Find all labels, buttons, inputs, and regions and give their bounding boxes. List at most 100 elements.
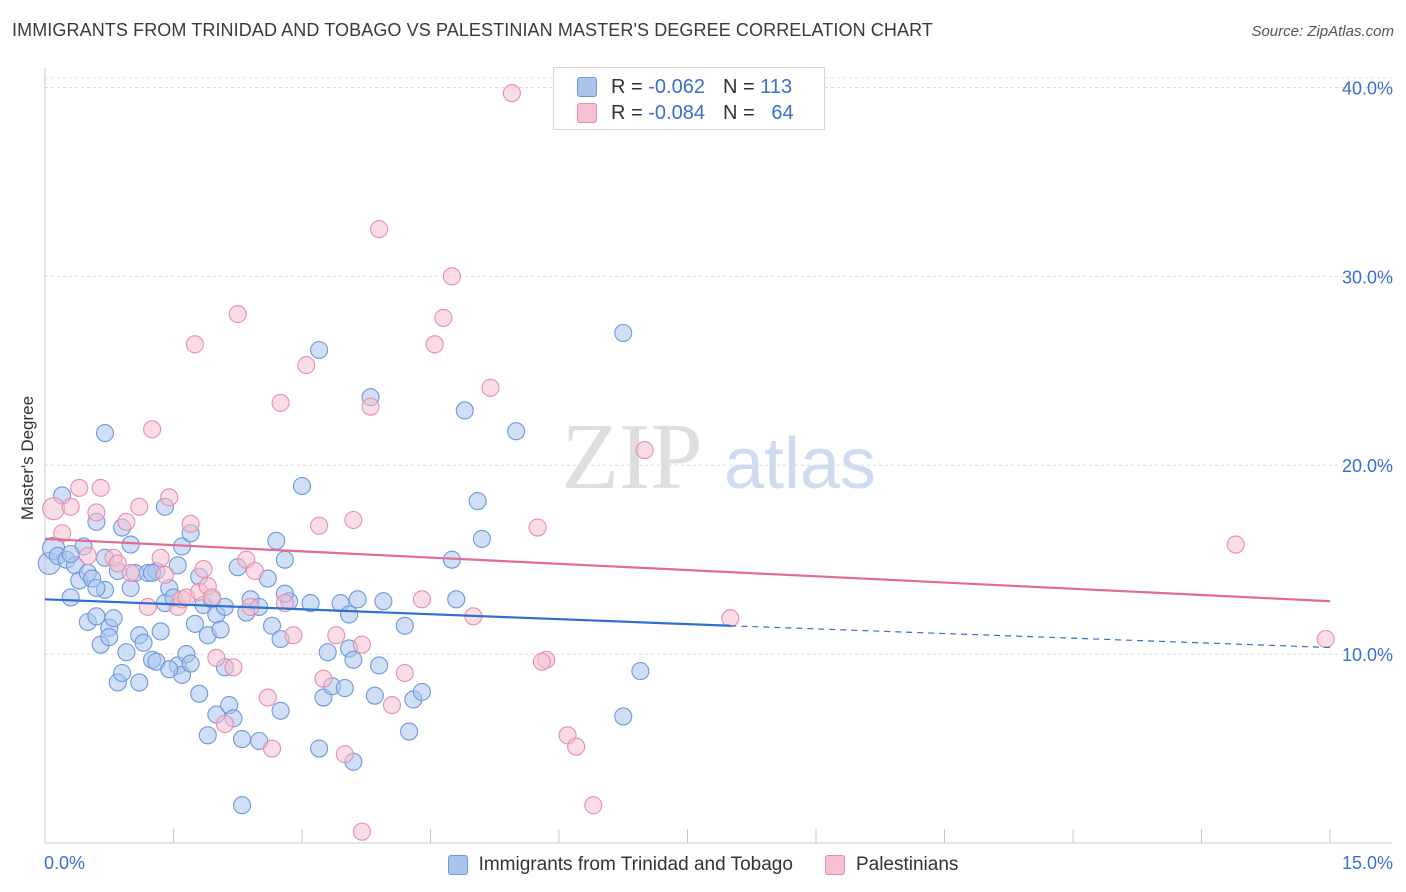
data-point-palestinian	[532, 652, 551, 671]
data-point-trinidad	[267, 531, 286, 550]
data-point-trinidad	[340, 605, 359, 624]
data-point-trinidad	[134, 633, 153, 652]
n-value: 113	[760, 75, 793, 98]
n-label: N =	[722, 101, 755, 124]
data-point-palestinian	[352, 635, 372, 654]
data-point-trinidad	[185, 614, 204, 633]
data-point-trinidad	[113, 663, 132, 683]
legend-item-palestinians[interactable]: Palestinians	[824, 854, 959, 876]
stats-legend-row: R = -0.062 N = 113	[577, 75, 792, 99]
data-point-trinidad	[190, 684, 209, 703]
data-point-palestinian	[207, 648, 226, 667]
data-point-palestinian	[181, 514, 200, 533]
data-point-trinidad	[292, 476, 312, 496]
data-point-palestinian	[258, 688, 277, 707]
data-point-trinidad	[468, 492, 487, 511]
x-tick-label: 15.0%	[1342, 853, 1393, 873]
data-point-trinidad	[310, 340, 329, 360]
data-point-trinidad	[507, 422, 526, 441]
data-point-trinidad	[95, 424, 115, 443]
data-point-palestinian	[361, 397, 380, 416]
data-point-palestinian	[78, 546, 97, 565]
data-point-trinidad	[374, 592, 393, 611]
data-point-trinidad	[121, 535, 140, 554]
data-point-palestinian	[567, 737, 586, 756]
stats-legend: R = -0.062 N = 113 R = -0.084 N = 64	[553, 67, 825, 130]
y-tick-label: 20.0%	[1342, 456, 1393, 476]
trend-line-trinidad-extension	[730, 625, 1331, 649]
r-label: R =	[611, 75, 643, 98]
data-point-palestinian	[297, 356, 316, 375]
data-point-trinidad	[455, 401, 474, 420]
data-point-palestinian	[160, 488, 179, 507]
y-tick-label: 40.0%	[1342, 78, 1393, 98]
data-point-trinidad	[121, 578, 140, 598]
r-value: -0.062	[648, 75, 705, 98]
data-point-palestinian	[215, 714, 234, 734]
n-label: N =	[722, 75, 755, 98]
legend-swatch-blue	[447, 855, 468, 875]
data-point-palestinian	[121, 563, 140, 582]
axes-layer	[44, 68, 1392, 844]
data-point-palestinian	[481, 378, 500, 397]
legend-label: Palestinians	[855, 854, 959, 875]
data-point-trinidad	[104, 609, 123, 628]
data-point-palestinian	[138, 597, 157, 616]
data-point-palestinian	[42, 497, 66, 521]
data-point-trinidad	[271, 701, 290, 720]
series-legend: Immigrants from Trinidad and Tobago Pale…	[0, 852, 1406, 878]
legend-item-trinidad[interactable]: Immigrants from Trinidad and Tobago	[447, 854, 793, 876]
data-point-palestinian	[310, 516, 329, 535]
data-point-trinidad	[160, 660, 179, 679]
data-point-palestinian	[382, 696, 402, 715]
data-point-palestinian	[224, 658, 243, 677]
data-point-palestinian	[70, 478, 89, 497]
y-axis-label: Master's Degree	[18, 396, 37, 520]
data-point-trinidad	[232, 796, 252, 815]
data-point-palestinian	[155, 565, 174, 584]
series-swatch-blue	[577, 77, 597, 97]
data-point-trinidad	[335, 679, 354, 698]
data-point-palestinian	[721, 609, 740, 628]
stats-legend-row: R = -0.084 N = 64	[577, 101, 794, 125]
data-point-trinidad	[61, 588, 80, 607]
data-point-trinidad	[472, 529, 491, 548]
x-tick-label: 0.0%	[44, 853, 85, 873]
data-point-palestinian	[61, 497, 80, 516]
data-point-trinidad	[318, 643, 337, 662]
chart-title: IMMIGRANTS FROM TRINIDAD AND TOBAGO VS P…	[12, 20, 933, 40]
data-point-palestinian	[584, 796, 603, 815]
legend-swatch-pink	[824, 855, 845, 875]
data-point-trinidad	[400, 722, 419, 741]
data-point-trinidad	[348, 590, 367, 609]
data-point-palestinian	[370, 220, 389, 239]
data-point-trinidad	[130, 673, 149, 692]
data-point-palestinian	[395, 663, 414, 683]
watermark-zip: ZIP	[562, 405, 703, 509]
labels-layer: 10.0% 20.0% 30.0% 40.0% 0.0% 15.0% Master's De…	[18, 78, 1393, 873]
data-point-palestinian	[194, 560, 213, 579]
data-point-trinidad	[151, 622, 170, 641]
data-point-trinidad	[614, 323, 633, 343]
data-point-palestinian	[228, 305, 247, 324]
data-point-trinidad	[61, 544, 80, 564]
data-point-palestinian	[502, 84, 521, 103]
data-point-palestinian	[151, 548, 170, 567]
data-point-palestinian	[271, 393, 290, 412]
data-point-trinidad	[262, 616, 282, 635]
data-point-trinidad	[301, 594, 320, 613]
data-point-trinidad	[412, 682, 431, 701]
data-point-palestinian	[434, 308, 453, 327]
data-point-palestinian	[185, 335, 204, 354]
data-point-palestinian	[442, 267, 461, 286]
watermark: ZIP atlas	[562, 405, 877, 509]
trend-line-trinidad	[44, 598, 731, 627]
data-point-trinidad	[310, 739, 329, 758]
y-tick-label: 10.0%	[1342, 645, 1393, 665]
data-point-trinidad	[365, 686, 384, 705]
data-point-palestinian	[425, 335, 444, 354]
data-point-trinidad	[211, 620, 230, 639]
series-swatch-pink	[577, 103, 597, 123]
chart-source: Source: ZipAtlas.com	[1251, 23, 1394, 40]
